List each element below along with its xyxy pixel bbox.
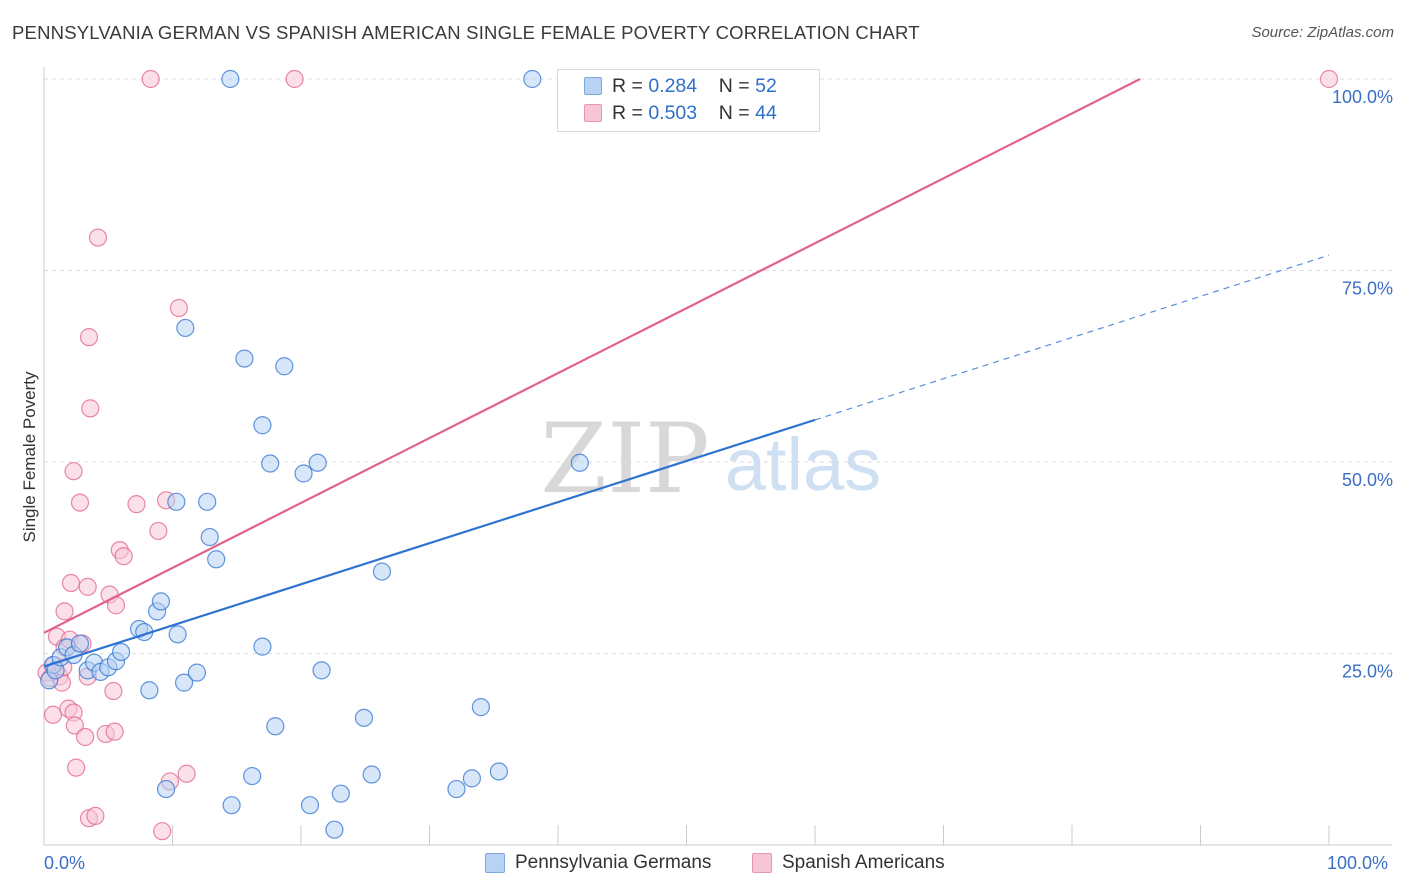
pink-data-point <box>153 822 172 841</box>
watermark-zip: ZIP <box>540 403 709 515</box>
legend-n-label: N = <box>718 74 750 97</box>
y-tick-label: 25.0% <box>1342 662 1393 682</box>
legend-r-value-blue: 0.284 <box>648 74 698 97</box>
blue-data-point <box>235 349 254 368</box>
pink-data-point <box>177 764 196 783</box>
pink-data-point <box>81 399 100 418</box>
blue-data-point <box>187 663 207 682</box>
blue-data-point <box>266 717 285 736</box>
legend-n-label: N = <box>718 101 750 124</box>
legend-r-label: R = <box>612 74 643 97</box>
pink-data-point <box>79 328 99 347</box>
pink-data-point <box>64 462 83 481</box>
zipatlas-watermark: ZIP atlas <box>540 403 881 515</box>
blue-data-point <box>156 779 176 799</box>
watermark-atlas: atlas <box>725 423 881 506</box>
blue-data-point <box>198 492 217 511</box>
legend-swatch-pink <box>584 104 602 122</box>
axes <box>43 67 1392 846</box>
blue-data-point <box>447 779 466 799</box>
x-tick-label-min: 0.0% <box>44 853 86 873</box>
pink-data-point <box>88 228 108 247</box>
pink-data-point <box>70 493 90 512</box>
blue-data-point <box>261 454 280 473</box>
blue-data-point <box>151 592 171 611</box>
bottom-legend-label-blue: Pennsylvania Germans <box>515 852 712 873</box>
pink-data-point <box>105 722 124 741</box>
blue-data-point <box>174 673 194 692</box>
bottom-legend-pink: Spanish Americans <box>752 852 945 874</box>
blue-data-point <box>294 464 313 483</box>
correlation-legend: R = 0.284 N = 52 R = 0.503 N = 44 <box>557 69 820 132</box>
blue-data-point <box>140 681 159 700</box>
pink-data-point <box>285 69 304 89</box>
blue-data-point <box>70 634 90 653</box>
bottom-legend-label-pink: Spanish Americans <box>782 852 945 873</box>
blue-data-point <box>253 416 272 435</box>
legend-r-label: R = <box>612 101 643 124</box>
blue-data-point <box>312 661 331 680</box>
blue-data-point <box>111 642 131 662</box>
x-tick-label-max: 100.0% <box>1327 853 1389 873</box>
blue-data-point <box>489 762 508 781</box>
blue-data-point <box>168 625 187 644</box>
pink-data-point <box>169 298 189 318</box>
blue-trend-extension <box>814 254 1330 421</box>
blue-trend-line <box>43 418 816 668</box>
blue-data-point <box>372 562 392 581</box>
legend-r-value-pink: 0.503 <box>648 101 698 124</box>
blue-data-point <box>200 527 219 547</box>
bottom-legend-blue: Pennsylvania Germans <box>485 852 711 874</box>
blue-data-point <box>471 698 490 717</box>
blue-data-point <box>308 453 327 472</box>
blue-data-point <box>243 766 262 786</box>
blue-data-point <box>167 492 186 511</box>
pink-data-point <box>104 681 123 701</box>
blue-data-point <box>222 796 241 815</box>
y-tick-label: 50.0% <box>1342 470 1393 490</box>
blue-data-point <box>300 796 320 815</box>
blue-points <box>40 69 809 839</box>
blue-data-point <box>325 820 344 839</box>
pink-data-point <box>65 716 84 735</box>
legend-n-value-blue: 52 <box>755 74 777 97</box>
bottom-legend-swatch-blue <box>485 853 505 873</box>
blue-data-point <box>462 769 482 788</box>
y-tick-label: 100.0% <box>1332 87 1393 107</box>
blue-data-point <box>354 708 374 727</box>
pink-trend-line <box>43 78 1141 634</box>
legend-row-blue: R = 0.284 N = 52 <box>584 73 777 99</box>
blue-data-point <box>253 637 272 656</box>
blue-data-point <box>523 69 542 89</box>
bottom-legend-swatch-pink <box>752 853 772 873</box>
y-tick-label: 75.0% <box>1342 279 1393 299</box>
blue-data-point <box>331 784 350 803</box>
pink-data-point <box>127 495 146 514</box>
source-label: Source: ZipAtlas.com <box>1251 24 1394 41</box>
blue-data-point <box>221 69 240 89</box>
pink-data-point <box>61 573 81 593</box>
pink-data-point <box>76 727 95 747</box>
trend-lines <box>43 78 1330 668</box>
legend-row-pink: R = 0.503 N = 44 <box>584 100 777 126</box>
pink-data-point <box>67 758 86 777</box>
pink-data-point <box>149 521 168 541</box>
pink-data-point <box>43 705 63 724</box>
blue-data-point <box>275 357 294 376</box>
chart-title: PENNSYLVANIA GERMAN VS SPANISH AMERICAN … <box>12 22 920 43</box>
blue-data-point <box>570 453 589 472</box>
blue-data-point <box>362 765 381 784</box>
legend-swatch-blue <box>584 77 602 95</box>
pink-data-point <box>114 547 133 566</box>
y-tick-labels: 25.0% 50.0% 75.0% 100.0% <box>1332 87 1393 682</box>
legend-n-value-pink: 44 <box>755 101 777 124</box>
pink-data-point <box>78 577 97 596</box>
blue-data-point <box>207 550 226 569</box>
pink-data-point <box>1319 69 1339 89</box>
pink-data-point <box>141 69 160 89</box>
blue-data-point <box>176 318 195 338</box>
pink-data-point <box>86 806 105 825</box>
pink-data-point <box>55 602 74 621</box>
